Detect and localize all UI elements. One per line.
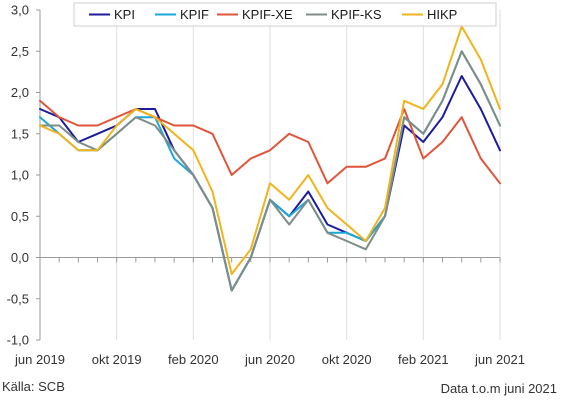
series-lines: [39, 25, 501, 292]
y-tick-label: 2,0: [11, 85, 29, 100]
axes: 3,0 2,5 2,0 1,5 1,0 0,5 0,0 -0,5 -1,0 jun 2019 okt…: [7, 3, 525, 368]
series-line-hikp: [39, 25, 501, 275]
y-tick-label: 2,5: [11, 44, 29, 59]
y-tick-label: -0,5: [7, 291, 29, 306]
x-tick-label: jun 2020: [244, 352, 295, 367]
x-tick-label: jun 2021: [474, 352, 525, 367]
legend-label: KPIF-KS: [331, 7, 382, 22]
legend-box: [73, 2, 497, 27]
x-tick-label: okt 2019: [92, 352, 142, 367]
x-tick-label: feb 2021: [398, 352, 449, 367]
y-tick-label: -1,0: [7, 333, 29, 348]
legend-label: KPIF-XE: [242, 7, 293, 22]
y-tick-label: 0,0: [11, 250, 29, 265]
series-line-kpif-xe: [39, 99, 501, 185]
x-tick-label: feb 2020: [168, 352, 219, 367]
source-note: Källa: SCB: [2, 379, 65, 394]
legend-label: HIKP: [427, 7, 457, 22]
line-chart: 3,0 2,5 2,0 1,5 1,0 0,5 0,0 -0,5 -1,0 jun 2019 okt…: [7, 2, 525, 368]
legend: KPI KPIF KPIF-XE KPIF-KS HIKP: [73, 2, 497, 27]
data-coverage-note: Data t.o.m juni 2021: [440, 381, 557, 396]
legend-label: KPIF: [180, 7, 209, 22]
x-tick-label: okt 2020: [322, 352, 372, 367]
x-tick-label: jun 2019: [14, 352, 65, 367]
legend-label: KPI: [114, 7, 135, 22]
grid: [39, 10, 501, 340]
y-tick-label: 0,5: [11, 209, 29, 224]
y-tick-label: 1,5: [11, 126, 29, 141]
series-line-kpif-ks: [39, 50, 501, 292]
y-tick-label: 3,0: [11, 3, 29, 18]
y-tick-label: 1,0: [11, 168, 29, 183]
